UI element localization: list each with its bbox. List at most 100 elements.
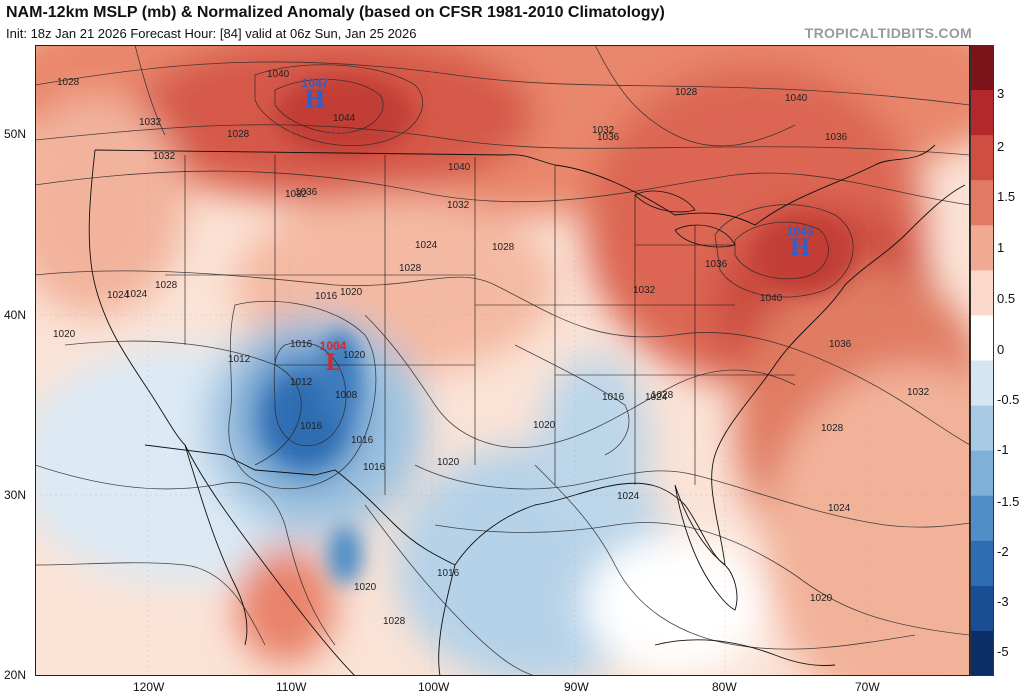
- isobar-label: 1024: [828, 503, 851, 514]
- baja-peninsula: [184, 444, 248, 646]
- latitude-label: 20N: [4, 668, 27, 682]
- colorbar-swatch: [970, 270, 994, 316]
- site-watermark: TROPICALTIDBITS.COM: [804, 25, 972, 41]
- isobar-label: 1024: [645, 392, 668, 403]
- isobar-label: 1016: [315, 291, 338, 302]
- isobar-label: 1016: [363, 462, 386, 473]
- colorbar-label: 0.5: [997, 291, 1016, 306]
- atlantic-coast: [711, 184, 966, 566]
- longitude-label: 110W: [276, 680, 307, 694]
- pressure-center-value: 1004: [320, 339, 347, 353]
- colorbar-swatch: [970, 450, 994, 497]
- isobar-label: 1036: [705, 259, 728, 270]
- isobar-label: 1032: [592, 125, 615, 136]
- isobar-label: 1028: [651, 390, 674, 401]
- isobar-label: 1032: [139, 117, 162, 128]
- colorbar-label: -2: [997, 544, 1009, 559]
- isobar-label: 1016: [300, 421, 323, 432]
- mexico-coast: [184, 444, 456, 676]
- political-boundaries: [88, 144, 966, 676]
- longitude-label: 120W: [133, 680, 165, 694]
- pressure-center-value: 1047: [302, 76, 329, 90]
- isobar-label: 1008: [335, 390, 358, 401]
- colorbar-label: -5: [997, 644, 1009, 659]
- longitude-label: 70W: [855, 680, 880, 694]
- isobar-label: 1028: [57, 77, 80, 88]
- pacific-coast: [88, 149, 186, 446]
- isobar-label: 1020: [810, 593, 833, 604]
- isobar-label: 1032: [153, 151, 176, 162]
- isobar-label: 1032: [285, 189, 308, 200]
- colorbar-swatch: [970, 360, 994, 407]
- isobar-label: 1032: [633, 285, 656, 296]
- latitude-label: 30N: [4, 488, 27, 502]
- gulf-coast: [454, 482, 726, 566]
- latitude-label: 40N: [4, 308, 27, 322]
- isobar-label: 1012: [228, 354, 251, 365]
- isobar-label: 1036: [825, 132, 848, 143]
- anomaly-colorbar: [970, 45, 994, 676]
- isobar-label: 1016: [437, 568, 460, 579]
- high-pressure-marker: H: [790, 235, 811, 261]
- colorbar-swatch: [970, 90, 994, 136]
- colorbar-swatch: [970, 495, 994, 542]
- isobar-label: 1036: [295, 187, 318, 198]
- colorbar-label: -3: [997, 594, 1009, 609]
- pressure-center-value: 1043: [787, 224, 814, 238]
- colorbar-swatch: [970, 630, 994, 676]
- colorbar-swatch: [970, 45, 994, 91]
- isobar-label: 1036: [829, 339, 852, 350]
- isobar-label: 1020: [53, 329, 76, 340]
- colorbar-label: 0: [997, 342, 1005, 357]
- colorbar-label: -1.5: [997, 494, 1020, 509]
- isobar-label: 1020: [340, 287, 363, 298]
- isobar-label: 1028: [675, 87, 698, 98]
- isobar-label: 1040: [760, 293, 783, 304]
- colorbar-swatch: [970, 405, 994, 452]
- isobar-label: 1012: [290, 377, 313, 388]
- isobar-label: 1028: [227, 129, 250, 140]
- longitude-label: 100W: [418, 680, 450, 694]
- high-pressure-marker: H: [305, 87, 326, 113]
- isobar-label: 1024: [125, 289, 148, 300]
- isobar-label: 1016: [351, 435, 374, 446]
- isobar-label: 1020: [343, 350, 366, 361]
- colorbar-frame: [970, 45, 994, 676]
- isobar-label: 1028: [383, 616, 406, 627]
- isobar-label: 1028: [492, 242, 515, 253]
- longitude-label: 80W: [712, 680, 737, 694]
- isobar-label: 1016: [290, 339, 313, 350]
- us-mexico-border: [144, 444, 456, 566]
- us-canada-border: [94, 144, 936, 226]
- florida: [674, 484, 738, 611]
- forecast-info: Init: 18z Jan 21 2026 Forecast Hour: [84…: [6, 26, 417, 41]
- colorbar-label: -1: [997, 442, 1009, 457]
- great-lakes: [634, 190, 736, 248]
- isobar-label: 1032: [447, 200, 470, 211]
- colorbar-swatch: [970, 180, 994, 226]
- colorbar-label: 1.5: [997, 189, 1016, 204]
- colorbar-swatch: [970, 135, 994, 181]
- weather-map: 1028104010441032102810321036102810401032…: [35, 45, 970, 676]
- isobar-label: 1032: [907, 387, 930, 398]
- isobar-label: 1028: [821, 423, 844, 434]
- longitude-label: 90W: [564, 680, 589, 694]
- isobar-label: 1036: [597, 132, 620, 143]
- isobar-label: 1020: [437, 457, 460, 468]
- isobar-label: 1024: [617, 491, 640, 502]
- isobar-label: 1040: [448, 162, 471, 173]
- graticule: [35, 45, 970, 676]
- isobar-label: 1024: [107, 290, 130, 301]
- isobar-label: 1024: [415, 240, 438, 251]
- colorbar-label: 3: [997, 86, 1005, 101]
- colorbar-label: -0.5: [997, 392, 1020, 407]
- isobar-label: 1020: [533, 420, 556, 431]
- isobar-label: 1044: [333, 113, 356, 124]
- colorbar-swatch: [970, 540, 994, 587]
- isobars: [35, 45, 970, 676]
- isobar-label: 1028: [399, 263, 422, 274]
- colorbar-label: 1: [997, 240, 1005, 255]
- colorbar-swatch: [970, 225, 994, 271]
- state-lines: [165, 155, 795, 495]
